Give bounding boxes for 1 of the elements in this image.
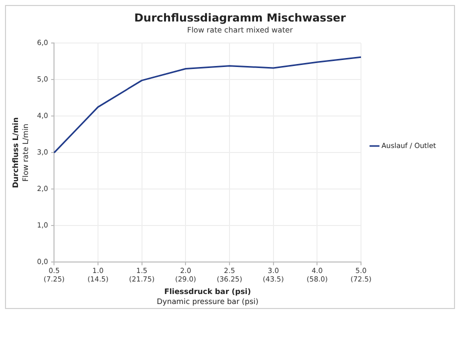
chart-title: Durchflussdiagramm Mischwasser <box>134 11 346 24</box>
